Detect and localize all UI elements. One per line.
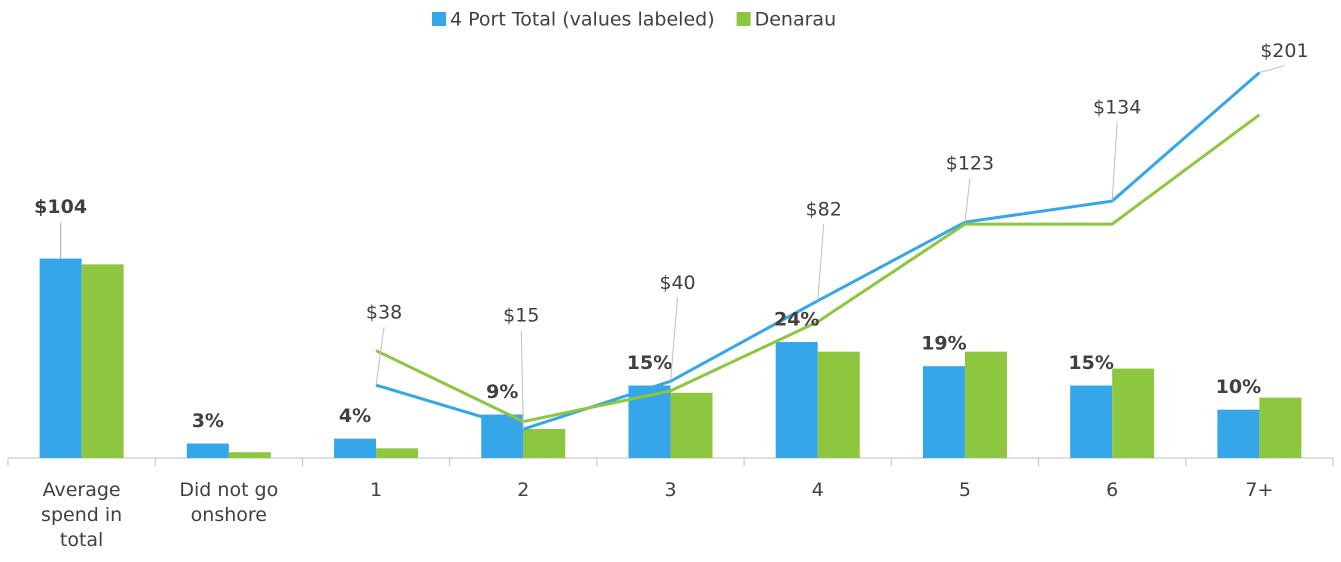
bar: [481, 414, 524, 458]
percent-label: 19%: [921, 333, 966, 355]
bar: [523, 429, 566, 458]
x-tick-label: Did not go onshore: [179, 479, 279, 526]
bar: [228, 452, 271, 458]
bar: [964, 351, 1007, 458]
bar: [670, 392, 713, 458]
percent-label: 10%: [1216, 376, 1261, 398]
x-tick-label: 2: [517, 479, 530, 501]
spend-label: $123: [946, 153, 994, 175]
spend-label: $15: [503, 305, 539, 327]
legend-swatch: [432, 12, 446, 26]
bar: [334, 438, 377, 458]
x-tick-label: 6: [1106, 479, 1119, 501]
bar: [775, 342, 818, 458]
bar: [817, 351, 860, 458]
bar: [1112, 368, 1155, 458]
spend-label: $82: [806, 198, 842, 220]
leader-line: [1111, 122, 1118, 202]
leader-line: [964, 178, 971, 223]
percent-label: 9%: [486, 381, 518, 403]
percent-label: 15%: [1068, 352, 1113, 374]
leader-line: [520, 330, 524, 430]
leader-line: [1259, 65, 1285, 74]
x-tick-label: 1: [370, 479, 383, 501]
percent-label: 3%: [192, 410, 224, 432]
bar: [1217, 409, 1260, 458]
average-bar: [81, 264, 124, 458]
leader-line: [670, 297, 678, 382]
legend-label: 4 Port Total (values labeled): [450, 9, 715, 31]
x-tick-label: 5: [958, 479, 971, 501]
bar: [1070, 385, 1113, 458]
spend-label: $134: [1093, 97, 1141, 119]
bar: [376, 448, 419, 458]
x-tick-label: Average spend in total: [41, 479, 123, 551]
average-bar: [39, 258, 82, 458]
spend-label: $201: [1260, 40, 1308, 62]
bar: [1259, 397, 1302, 458]
average-label: $104: [34, 196, 87, 218]
percent-label: 24%: [774, 309, 819, 331]
spend-label: $38: [366, 302, 402, 324]
percent-label: 4%: [339, 405, 371, 427]
x-tick-label: 3: [664, 479, 677, 501]
bar: [922, 366, 965, 458]
bar: [186, 443, 229, 458]
leader-line: [375, 327, 385, 386]
leader-line: [817, 223, 825, 301]
spend-label: $40: [659, 272, 695, 294]
x-tick-label: 4: [811, 479, 824, 501]
legend-label: Denarau: [755, 9, 837, 31]
legend-swatch: [736, 12, 751, 26]
x-tick-label: 7+: [1245, 479, 1274, 501]
percent-label: 15%: [627, 352, 672, 374]
